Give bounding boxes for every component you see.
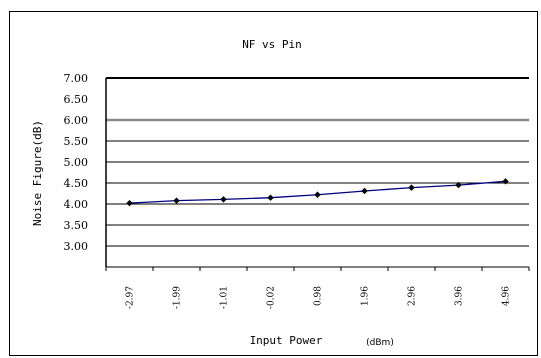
data-point: [267, 194, 274, 201]
data-point: [220, 196, 227, 203]
y-tick-labels: 7.00 6.50 6.00 5.50 5.00 4.50 4.00 3.50 3.00: [64, 72, 89, 253]
x-tick-label: -1.01: [220, 286, 230, 309]
nf-vs-pin-chart: NF vs Pin 7.00 6.50 6.00 5.50 5.00 4.50 4.00 3.…: [31, 38, 530, 348]
y-tick-label: 4.00: [64, 198, 89, 211]
data-point: [455, 181, 462, 189]
y-tick-label: 5.50: [64, 135, 89, 148]
data-point: [502, 178, 509, 185]
x-tick-label: 0.98: [314, 286, 324, 306]
data-point: [408, 184, 415, 191]
y-tick-label: 5.00: [64, 156, 89, 169]
x-tick-label: -1.99: [173, 286, 183, 309]
x-tick-labels: -2.97 -1.99 -1.01 -0.02 0.98 1.96 2.96 3.96 4.96: [126, 286, 512, 309]
y-axis-label: Noise Figure(dB): [31, 120, 44, 226]
x-tick-label: -0.02: [267, 286, 277, 309]
x-axis-unit: (dBm): [366, 338, 394, 348]
chart-title: NF vs Pin: [242, 38, 302, 51]
x-axis-label: Input Power: [250, 334, 323, 347]
data-point: [314, 191, 321, 198]
y-tick-label: 3.00: [64, 240, 89, 253]
x-tick-label: -2.97: [126, 286, 136, 309]
x-tick-label: 1.96: [361, 286, 371, 306]
series-layer: [126, 178, 509, 207]
data-point: [126, 199, 133, 207]
data-point: [173, 197, 180, 204]
y-tick-label: 7.00: [64, 72, 89, 85]
grid-layer: [106, 118, 529, 247]
y-tick-label: 3.50: [64, 219, 89, 232]
x-tick-label: 2.96: [408, 286, 418, 306]
y-tick-label: 4.50: [64, 177, 89, 190]
y-tick-label: 6.00: [64, 114, 89, 127]
data-point: [361, 187, 368, 195]
x-tick-label: 3.96: [455, 286, 465, 306]
x-tick-label: 4.96: [502, 286, 512, 306]
y-tick-label: 6.50: [64, 93, 89, 106]
axis-layer: [105, 77, 530, 271]
chart-frame: NF vs Pin 7.00 6.50 6.00 5.50 5.00 4.50 4.00 3.…: [9, 11, 538, 356]
